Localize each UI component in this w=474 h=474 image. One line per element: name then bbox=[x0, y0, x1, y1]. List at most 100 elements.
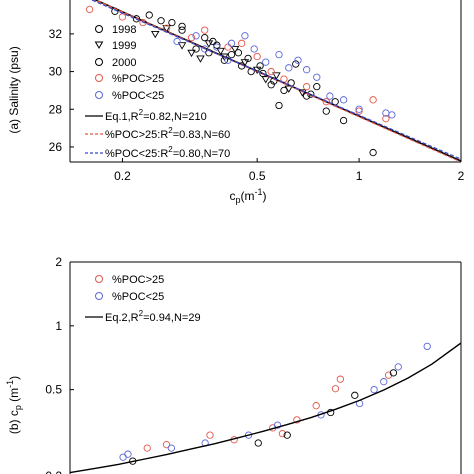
point-2000 bbox=[234, 49, 243, 57]
y-tick-label-32: 32 bbox=[49, 27, 63, 41]
legend-poc-lt25-marker bbox=[95, 91, 103, 99]
point-poc-25 bbox=[285, 64, 293, 72]
legend-eq2-label: Eq.2,R2=0.94,N=29 bbox=[105, 309, 201, 324]
point-poc-25 bbox=[294, 56, 302, 64]
point-1999 bbox=[162, 25, 171, 33]
point-1999 bbox=[230, 46, 240, 54]
point-poc-25 bbox=[339, 96, 348, 104]
panel-b-plot-area bbox=[70, 342, 461, 474]
point-1999 bbox=[216, 47, 225, 56]
point-b-poc-25 bbox=[119, 453, 127, 461]
point-poc-25 bbox=[118, 13, 127, 21]
point-1999 bbox=[150, 30, 160, 39]
point-poc-25 bbox=[388, 111, 396, 119]
point-b-poc-25 bbox=[124, 450, 132, 458]
point-poc-25 bbox=[253, 52, 261, 61]
y-tick-label-30: 30 bbox=[49, 65, 63, 79]
point-1998 bbox=[369, 148, 377, 157]
point-b-poc-25 bbox=[273, 421, 282, 429]
x-tick-label-2: 2 bbox=[458, 169, 465, 183]
legend-2000-label: 2000 bbox=[112, 57, 136, 69]
point-b-poc-25 bbox=[331, 385, 340, 393]
legend-2000-marker bbox=[95, 58, 103, 66]
point-2000 bbox=[322, 107, 330, 115]
point-poc-25 bbox=[238, 39, 246, 47]
point-1999 bbox=[177, 42, 187, 50]
point-1999 bbox=[187, 49, 196, 58]
point-b-black-points bbox=[389, 369, 398, 377]
legend-b-poc-lt25-label: %POC<25 bbox=[112, 291, 164, 303]
point-1999 bbox=[272, 72, 281, 80]
point-b-poc-25 bbox=[380, 378, 388, 386]
point-1998 bbox=[192, 45, 200, 53]
point-poc-25 bbox=[262, 58, 270, 66]
point-poc-25 bbox=[201, 26, 209, 34]
point-poc-25 bbox=[313, 73, 321, 81]
point-b-poc-25 bbox=[336, 375, 344, 383]
point-b-poc-25 bbox=[143, 444, 151, 452]
legend-poc-lt25-label: %POC<25 bbox=[112, 90, 164, 102]
point-poc-25 bbox=[302, 66, 311, 74]
point-1999 bbox=[284, 85, 294, 93]
x-tick-label-0-2: 0.2 bbox=[114, 169, 131, 183]
point-poc-25 bbox=[85, 5, 94, 14]
y-tick-label-28: 28 bbox=[49, 102, 63, 116]
point-1998 bbox=[227, 50, 236, 59]
point-b-poc-25 bbox=[167, 444, 176, 452]
point-1999 bbox=[196, 55, 205, 63]
point-poc-25 bbox=[322, 98, 330, 106]
point-poc-25 bbox=[227, 39, 236, 47]
point-poc-25 bbox=[355, 105, 363, 113]
point-poc-25 bbox=[267, 67, 275, 76]
legend-eq1-label: Eq.1,R2=0.82,N=210 bbox=[105, 108, 207, 123]
point-b-black-points bbox=[283, 431, 291, 439]
legend-poc-gt25-marker bbox=[95, 74, 103, 82]
fit-curve-eq2 bbox=[70, 342, 461, 474]
point-b-poc-25 bbox=[370, 385, 378, 394]
point-2000 bbox=[256, 62, 264, 70]
y-tick-label-b-1: 1 bbox=[55, 319, 62, 333]
point-2000 bbox=[201, 34, 209, 42]
point-1999 bbox=[261, 76, 271, 84]
point-poc-25 bbox=[173, 37, 181, 46]
legend-1999-marker bbox=[94, 41, 104, 49]
panel-b-ticks: 0.5 1 2 0.2 bbox=[45, 255, 74, 474]
point-1998 bbox=[313, 83, 321, 91]
point-1998 bbox=[292, 60, 300, 68]
legend-poc-gt25-fit-label: %POC>25:R2=0.83,N=60 bbox=[105, 126, 230, 141]
point-poc-25 bbox=[187, 34, 196, 42]
point-poc-25 bbox=[326, 92, 334, 100]
point-2000 bbox=[339, 116, 348, 125]
legend-1999-label: 1999 bbox=[112, 40, 136, 52]
point-poc-25 bbox=[224, 43, 232, 51]
panel-a: 0.2 0.5 1 2 26 28 30 32 1998 1999 2000 %POC>25 … bbox=[7, 0, 465, 205]
point-poc-25 bbox=[275, 50, 283, 59]
point-b-poc-25 bbox=[278, 429, 287, 438]
legend-poc-gt25-label: %POC>25 bbox=[112, 73, 164, 85]
point-poc-25 bbox=[382, 115, 390, 123]
panel-a-x-axis-title: cp(m-1) bbox=[229, 187, 266, 205]
panel-a-legend: 1998 1999 2000 %POC>25 %POC<25 Eq.1,R2=0… bbox=[85, 24, 230, 160]
point-b-poc-25 bbox=[384, 371, 393, 379]
legend-poc-lt25-fit-label: %POC<25:R2=0.80,N=70 bbox=[105, 145, 230, 160]
y-tick-label-b-2: 2 bbox=[55, 255, 62, 269]
point-poc-25 bbox=[241, 32, 249, 40]
point-b-poc-25 bbox=[162, 441, 171, 449]
point-1998 bbox=[178, 22, 186, 31]
point-b-poc-25 bbox=[312, 402, 320, 410]
panel-b: 0.5 1 2 0.2 %POC>25 %POC<25 Eq.2,R2=0.94,N=… bbox=[5, 255, 462, 474]
point-poc-25 bbox=[192, 32, 200, 40]
point-poc-25 bbox=[355, 107, 363, 115]
legend-b-poc-gt25-label: %POC>25 bbox=[112, 274, 164, 286]
y-tick-label-b-bottom: 0.2 bbox=[45, 469, 62, 474]
point-b-poc-25 bbox=[423, 342, 431, 351]
legend-b-poc-lt25-marker bbox=[95, 292, 103, 300]
point-b-poc-25 bbox=[293, 416, 301, 424]
point-poc-25 bbox=[213, 43, 221, 51]
point-poc-25 bbox=[302, 83, 311, 91]
fit-line-poc-25-r-0-80-n-70 bbox=[90, 0, 461, 160]
legend-b-poc-gt25-marker bbox=[95, 275, 103, 283]
point-1998 bbox=[267, 81, 275, 89]
panel-a-ticks: 0.2 0.5 1 2 26 28 30 32 bbox=[49, 27, 465, 183]
